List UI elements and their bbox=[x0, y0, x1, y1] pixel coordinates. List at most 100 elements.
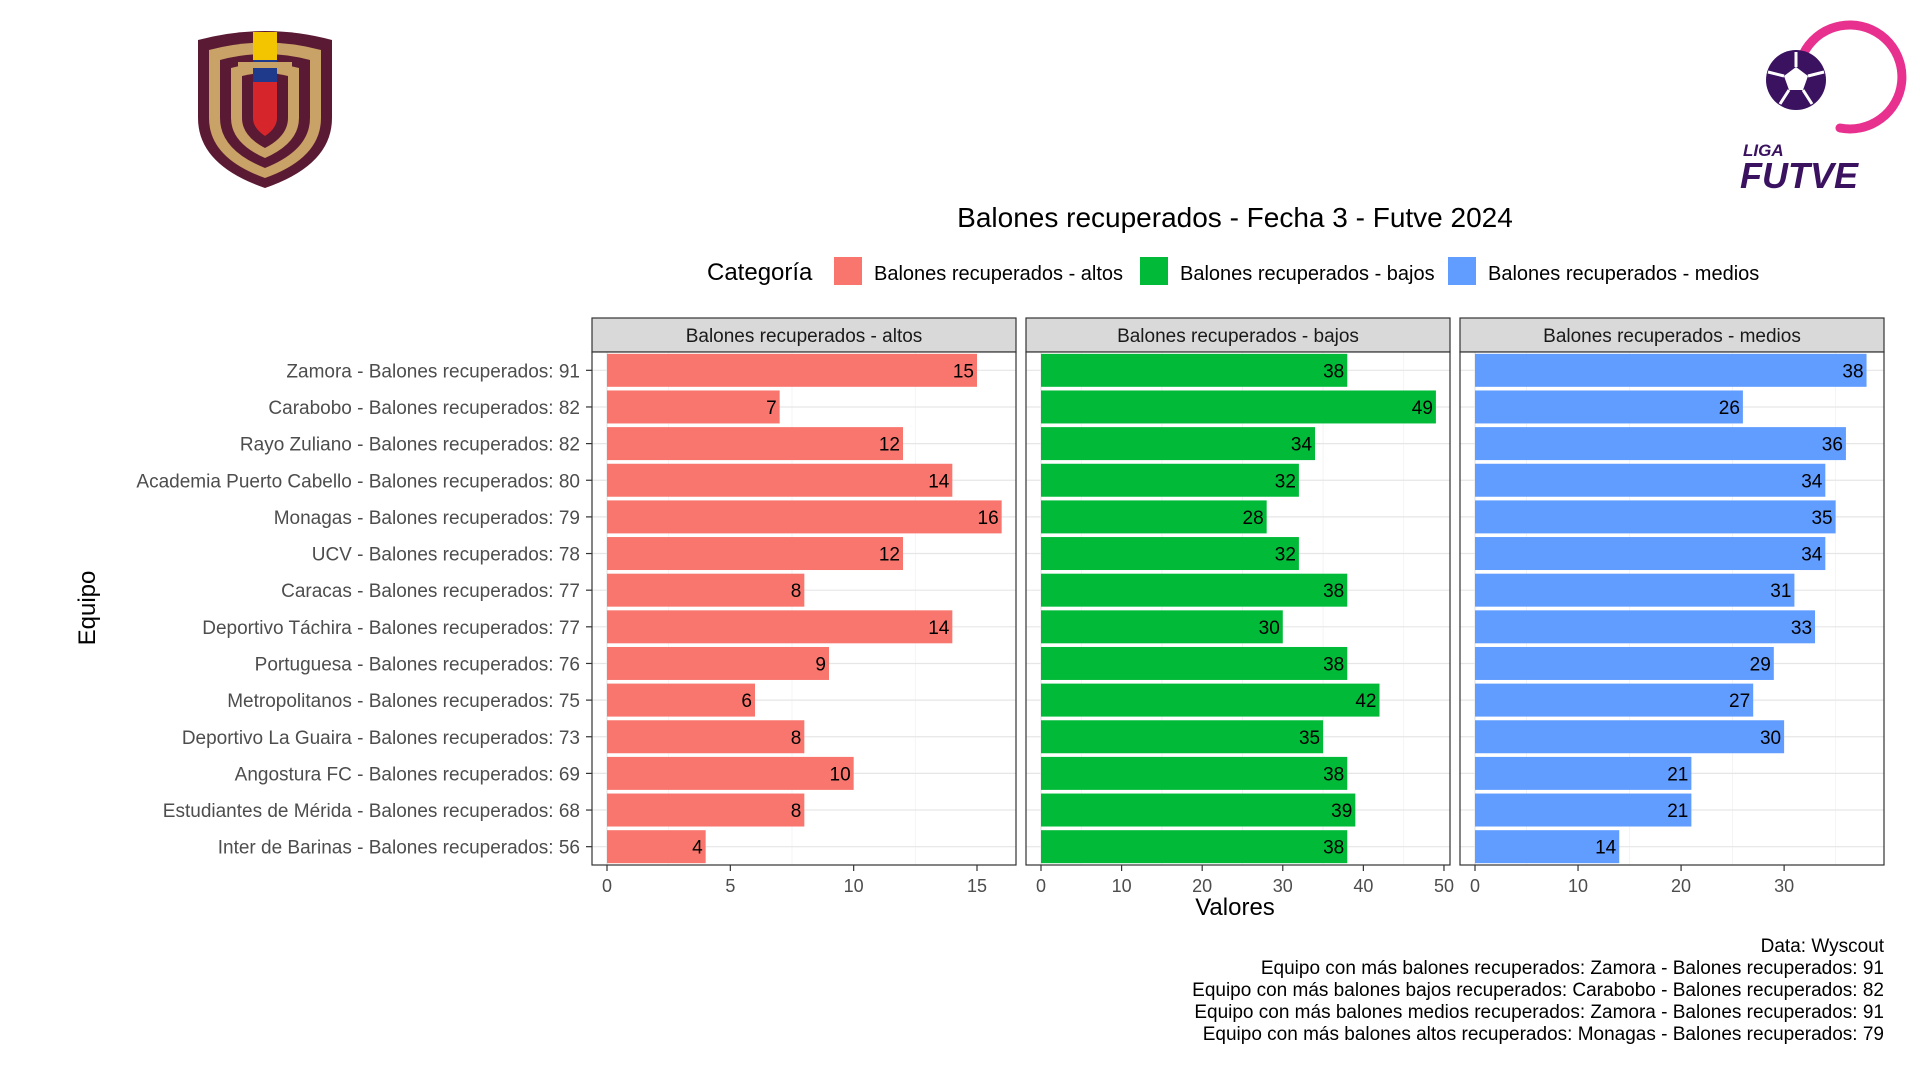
x-tick-label: 30 bbox=[1273, 876, 1293, 896]
y-tick-label: Metropolitanos - Balones recuperados: 75 bbox=[227, 691, 580, 712]
data-label: 30 bbox=[1259, 618, 1280, 639]
bar bbox=[1475, 683, 1754, 717]
data-label: 34 bbox=[1291, 435, 1313, 456]
y-tick-label: Portuguesa - Balones recuperados: 76 bbox=[255, 654, 580, 675]
x-tick-label: 20 bbox=[1192, 876, 1212, 896]
caption-line: Equipo con más balones bajos recuperados… bbox=[1192, 980, 1884, 1001]
bar bbox=[607, 610, 953, 644]
x-tick-label: 30 bbox=[1774, 876, 1794, 896]
data-label: 8 bbox=[791, 728, 802, 749]
data-label: 16 bbox=[978, 508, 999, 529]
bar bbox=[607, 353, 977, 387]
data-label: 27 bbox=[1729, 691, 1750, 712]
facet-panel: Balones recuperados - medios 38 26 36 34 35 34… bbox=[1459, 317, 1885, 896]
bar bbox=[607, 720, 805, 754]
bar bbox=[607, 463, 953, 497]
data-label: 32 bbox=[1275, 471, 1296, 492]
y-tick-label: Inter de Barinas - Balones recuperados: … bbox=[218, 838, 580, 859]
bar bbox=[607, 390, 780, 424]
facet-strip-label: Balones recuperados - altos bbox=[686, 326, 923, 347]
panel-border bbox=[1459, 351, 1885, 866]
bar bbox=[1041, 463, 1299, 497]
data-label: 38 bbox=[1323, 654, 1344, 675]
legend-label: Balones recuperados - medios bbox=[1488, 263, 1759, 285]
bar bbox=[1041, 500, 1267, 534]
facet-strip bbox=[1459, 317, 1885, 353]
data-label: 10 bbox=[830, 764, 851, 785]
data-label: 4 bbox=[692, 838, 703, 859]
facet-strip bbox=[591, 317, 1017, 353]
bar bbox=[1475, 830, 1620, 864]
x-tick-label: 20 bbox=[1671, 876, 1691, 896]
data-label: 9 bbox=[815, 654, 826, 675]
chart-title: Balones recuperados - Fecha 3 - Futve 20… bbox=[957, 202, 1513, 233]
x-tick-label: 0 bbox=[1470, 876, 1480, 896]
bar bbox=[1041, 573, 1348, 607]
liga-logo-text-top: LIGA bbox=[1743, 141, 1784, 160]
y-tick-label: Caracas - Balones recuperados: 77 bbox=[281, 581, 580, 602]
bar bbox=[1041, 720, 1324, 754]
bar bbox=[1475, 610, 1816, 644]
bar bbox=[1041, 610, 1283, 644]
data-label: 6 bbox=[741, 691, 752, 712]
x-tick-label: 0 bbox=[1036, 876, 1046, 896]
data-label: 39 bbox=[1331, 801, 1352, 822]
fvf-shield-logo bbox=[198, 31, 332, 188]
bar bbox=[1041, 646, 1348, 680]
data-label: 26 bbox=[1719, 398, 1740, 419]
caption-line: Equipo con más balones altos recuperados… bbox=[1203, 1024, 1884, 1045]
bar bbox=[607, 683, 755, 717]
y-axis-title: Equipo bbox=[74, 571, 101, 646]
x-tick-label: 40 bbox=[1353, 876, 1373, 896]
data-label: 8 bbox=[791, 581, 802, 602]
facet-panel: Balones recuperados - altos 15 7 12 14 16 12 8 1… bbox=[591, 317, 1017, 896]
data-label: 7 bbox=[766, 398, 777, 419]
data-label: 32 bbox=[1275, 545, 1296, 566]
bar bbox=[1475, 427, 1846, 461]
panel-border bbox=[1025, 351, 1451, 866]
y-tick-label: Deportivo Táchira - Balones recuperados:… bbox=[202, 618, 580, 639]
x-tick-label: 10 bbox=[1568, 876, 1588, 896]
data-label: 21 bbox=[1667, 764, 1688, 785]
legend-label: Balones recuperados - altos bbox=[874, 263, 1123, 285]
data-label: 28 bbox=[1243, 508, 1264, 529]
x-tick-label: 5 bbox=[725, 876, 735, 896]
bar bbox=[607, 756, 854, 790]
legend-item: Balones recuperados - medios bbox=[1448, 257, 1759, 285]
data-label: 34 bbox=[1801, 471, 1823, 492]
bar bbox=[607, 646, 829, 680]
bar bbox=[1041, 537, 1299, 571]
x-tick-label: 15 bbox=[967, 876, 987, 896]
bar bbox=[1475, 756, 1692, 790]
data-label: 35 bbox=[1811, 508, 1832, 529]
y-tick-label: Estudiantes de Mérida - Balones recupera… bbox=[163, 801, 580, 822]
data-label: 14 bbox=[1595, 838, 1617, 859]
data-label: 38 bbox=[1323, 764, 1344, 785]
liga-logo-text-bottom: FUTVE bbox=[1740, 155, 1859, 196]
bar bbox=[1475, 353, 1867, 387]
caption: Data: Wyscout Equipo con más balones rec… bbox=[1192, 936, 1885, 1045]
bar bbox=[1475, 720, 1785, 754]
bar bbox=[607, 830, 706, 864]
bar bbox=[607, 793, 805, 827]
data-label: 38 bbox=[1842, 361, 1863, 382]
bar bbox=[1475, 500, 1836, 534]
data-label: 34 bbox=[1801, 545, 1823, 566]
bar bbox=[1041, 353, 1348, 387]
y-tick-label: Academia Puerto Cabello - Balones recupe… bbox=[136, 471, 580, 492]
data-label: 38 bbox=[1323, 838, 1344, 859]
caption-line: Equipo con más balones recuperados: Zamo… bbox=[1261, 958, 1884, 979]
data-label: 49 bbox=[1412, 398, 1433, 419]
data-label: 14 bbox=[928, 471, 950, 492]
bar bbox=[1475, 646, 1774, 680]
bar bbox=[607, 573, 805, 607]
legend: Categoría Balones recuperados - altos Bal… bbox=[707, 257, 1759, 286]
legend-swatch bbox=[834, 257, 862, 285]
data-label: 38 bbox=[1323, 581, 1344, 602]
data-label: 38 bbox=[1323, 361, 1344, 382]
bar bbox=[607, 427, 903, 461]
data-label: 14 bbox=[928, 618, 950, 639]
data-label: 21 bbox=[1667, 801, 1688, 822]
bar bbox=[1041, 390, 1436, 424]
legend-item: Balones recuperados - bajos bbox=[1140, 257, 1435, 285]
